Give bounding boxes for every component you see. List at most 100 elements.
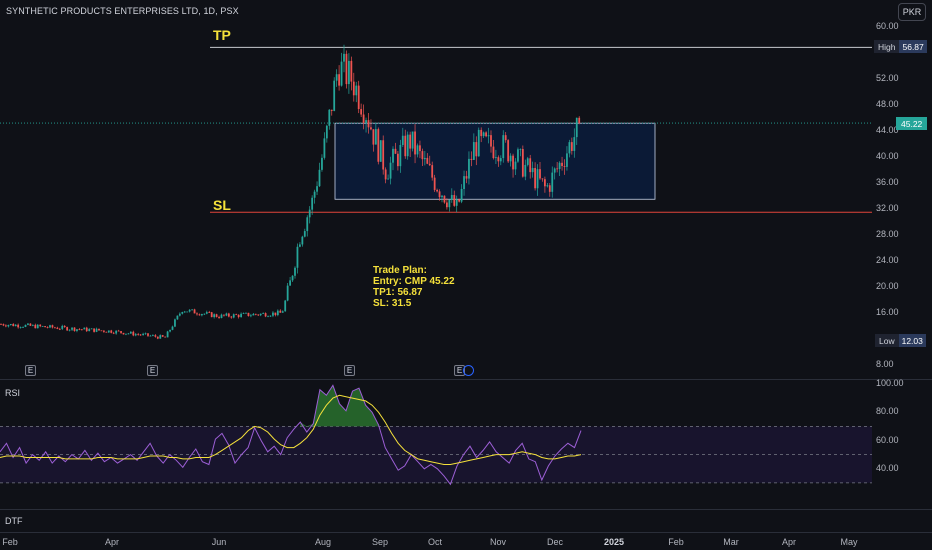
- candle-body: [149, 335, 152, 337]
- candle-body: [487, 135, 490, 137]
- candle-body: [129, 331, 132, 334]
- last-price-value: 45.22: [896, 117, 928, 130]
- price-chart-pane[interactable]: [0, 0, 872, 378]
- candle-body: [269, 315, 272, 317]
- candle-body: [534, 168, 536, 189]
- rsi-line: [0, 384, 582, 486]
- high-tag-key: High: [874, 40, 900, 53]
- candle-body: [36, 324, 39, 329]
- candle-body: [198, 314, 201, 316]
- candle-body: [122, 332, 125, 335]
- candle-body: [254, 313, 257, 315]
- candle-body: [272, 312, 274, 316]
- candle-body: [379, 140, 382, 162]
- candle-body: [431, 165, 434, 178]
- high-price-tag: High 56.87: [874, 40, 927, 53]
- candle-body: [387, 178, 389, 180]
- candle-body: [299, 244, 301, 247]
- candle-body: [257, 314, 260, 316]
- candle-body: [362, 114, 365, 123]
- dividend-marker-icon[interactable]: [463, 365, 474, 376]
- candle-body: [147, 333, 149, 336]
- candle-body: [267, 316, 269, 318]
- candle-body: [570, 142, 573, 151]
- candle-body: [367, 120, 370, 128]
- price-chart[interactable]: [0, 0, 932, 378]
- earnings-marker[interactable]: E: [344, 365, 355, 376]
- candle-body: [63, 325, 66, 328]
- candle-body: [350, 60, 353, 82]
- consolidation-box: [334, 122, 656, 200]
- candle-body: [250, 315, 252, 317]
- candle-body: [409, 134, 412, 149]
- low-price-tag: Low 12.03: [875, 334, 926, 347]
- candle-body: [291, 275, 294, 281]
- candle-body: [213, 314, 216, 318]
- candle-body: [166, 331, 169, 338]
- earnings-marker[interactable]: E: [147, 365, 158, 376]
- candle-body: [240, 313, 242, 318]
- candle-body: [448, 199, 451, 208]
- candle-body: [548, 185, 551, 192]
- candle-body: [544, 179, 546, 187]
- candle-body: [176, 315, 179, 320]
- candle-body: [458, 199, 461, 202]
- rsi-chart[interactable]: [0, 381, 932, 508]
- candle-body: [411, 131, 414, 149]
- dtf-title[interactable]: DTF: [5, 516, 23, 526]
- rsi-pane[interactable]: [0, 381, 872, 508]
- candle-body: [573, 137, 576, 151]
- candle-body: [220, 314, 223, 318]
- candle-body: [509, 155, 512, 162]
- rsi-title[interactable]: RSI: [5, 388, 21, 398]
- candle-body: [521, 149, 524, 177]
- candle-body: [423, 157, 426, 160]
- candle-body: [227, 313, 230, 317]
- price-axis-tick: 52.00: [876, 73, 899, 83]
- candle-body: [54, 327, 56, 329]
- candle-body: [566, 153, 568, 167]
- candle-body: [460, 189, 463, 202]
- candle-body: [446, 202, 448, 208]
- candle-body: [377, 129, 380, 162]
- candle-body: [41, 326, 44, 327]
- candle-body: [95, 328, 98, 332]
- pane-separator[interactable]: [0, 509, 932, 510]
- candle-body: [558, 162, 561, 169]
- candle-body: [205, 312, 208, 314]
- time-axis-tick: Mar: [723, 537, 739, 547]
- candle-body: [174, 319, 176, 327]
- candle-body: [66, 327, 69, 331]
- candle-body: [242, 313, 245, 314]
- candle-body: [374, 129, 377, 145]
- candle-body: [499, 158, 502, 162]
- candle-body: [468, 158, 470, 179]
- time-axis-tick: May: [840, 537, 858, 547]
- candle-body: [9, 324, 12, 325]
- pane-separator[interactable]: [0, 379, 932, 380]
- candle-body: [348, 60, 350, 85]
- candle-body: [22, 326, 24, 328]
- candle-body: [31, 324, 34, 326]
- price-axis-tick: 28.00: [876, 229, 899, 239]
- candle-body: [357, 85, 360, 110]
- candle-body: [103, 330, 105, 332]
- candle-body: [524, 164, 527, 177]
- candle-body: [183, 311, 186, 313]
- candle-body: [343, 53, 345, 62]
- candle-body: [152, 335, 154, 337]
- candle-body: [191, 309, 193, 311]
- price-axis-tick: 20.00: [876, 281, 899, 291]
- candle-body: [389, 162, 392, 179]
- candle-body: [306, 217, 309, 232]
- currency-button[interactable]: PKR: [898, 3, 926, 21]
- candle-body: [279, 310, 282, 313]
- candle-body: [223, 314, 225, 316]
- candle-body: [556, 168, 559, 170]
- candle-body: [132, 331, 135, 336]
- low-tag-key: Low: [875, 334, 899, 347]
- candle-body: [61, 325, 64, 329]
- candle-body: [365, 120, 367, 123]
- candle-body: [428, 163, 431, 166]
- earnings-marker[interactable]: E: [25, 365, 36, 376]
